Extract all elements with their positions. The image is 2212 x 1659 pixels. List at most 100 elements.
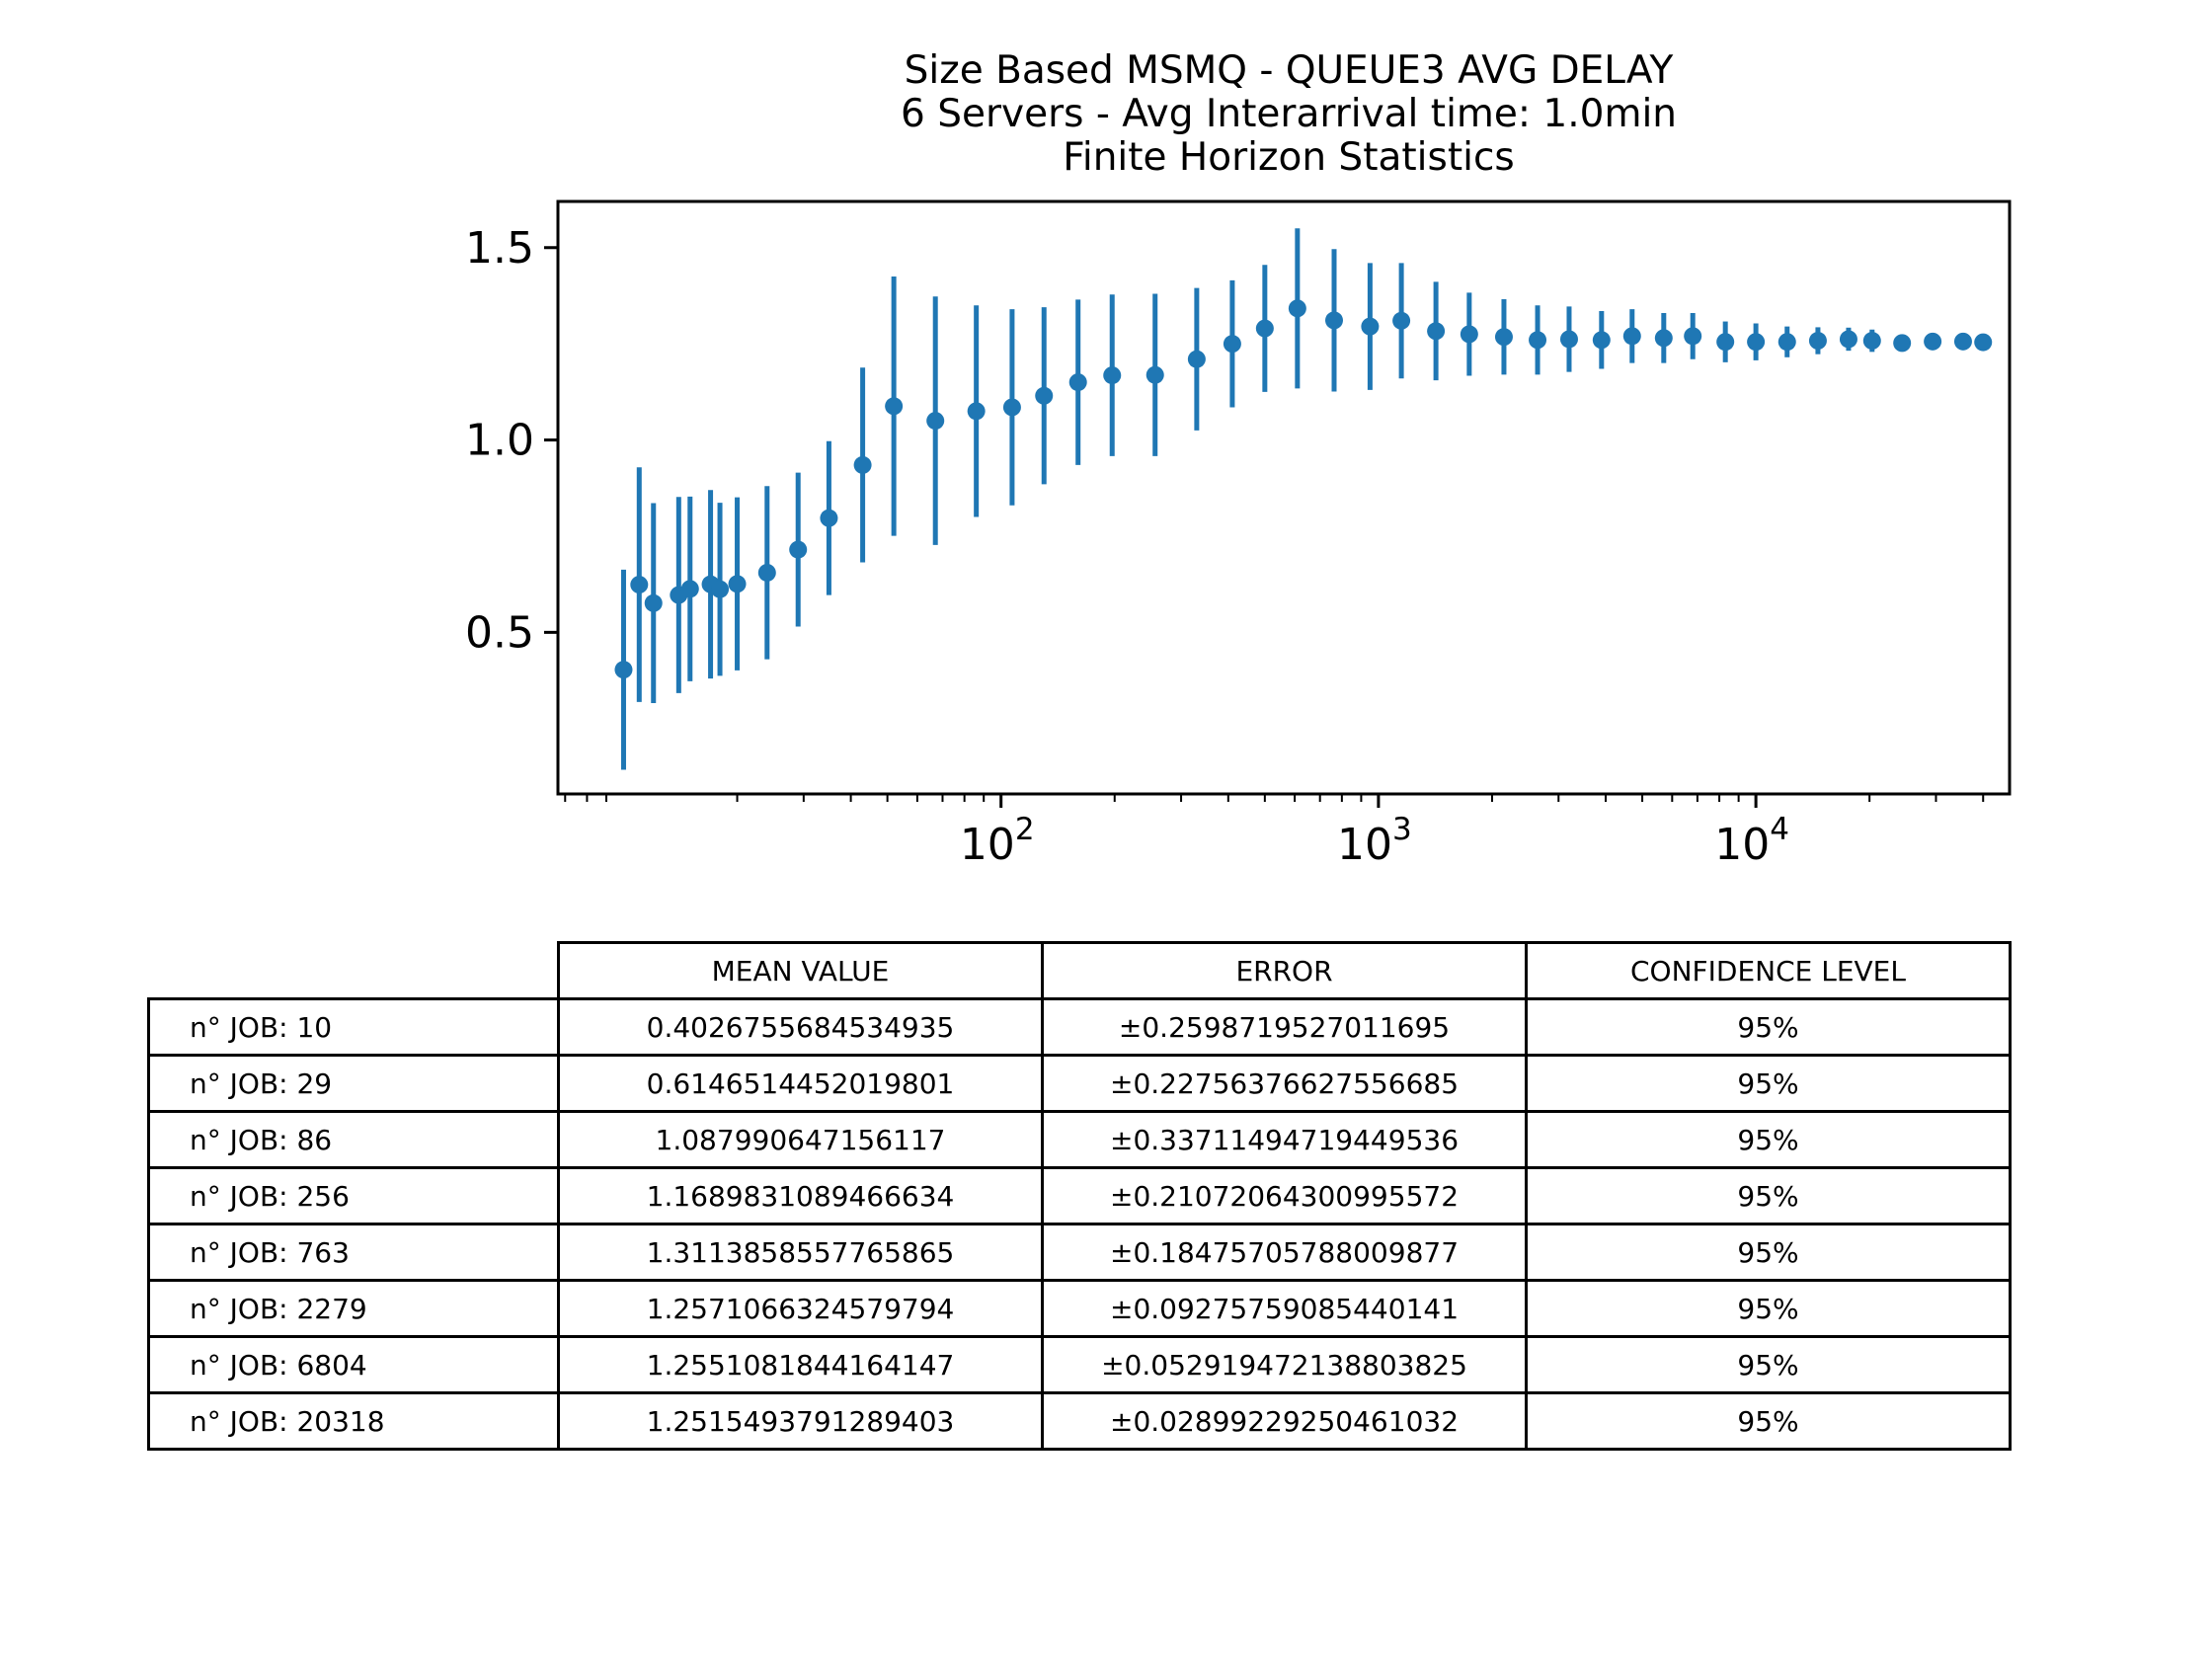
data-point xyxy=(1747,333,1766,352)
data-point xyxy=(1460,325,1478,344)
column-header-confidence: CONFIDENCE LEVEL xyxy=(1525,941,2012,1000)
confidence-cell: 95% xyxy=(1525,1110,2012,1169)
mean-value-cell: 1.3113858557765865 xyxy=(557,1223,1044,1282)
error-cell: ±0.2598719527011695 xyxy=(1041,997,1528,1057)
chart-title-line-1: Size Based MSMQ - QUEUE3 AVG DELAY xyxy=(905,48,1674,93)
table-row: n° JOB: 6804 1.2551081844164147 ±0.0529194… xyxy=(147,1335,2012,1394)
error-cell: ±0.18475705788009877 xyxy=(1041,1223,1528,1282)
x-tick-label: 104 xyxy=(1714,812,1789,870)
data-point xyxy=(1862,332,1881,351)
x-tick-label: 102 xyxy=(960,812,1035,870)
chart-title-line-2: 6 Servers - Avg Interarrival time: 1.0mi… xyxy=(901,92,1677,136)
data-point xyxy=(1103,366,1122,385)
data-point xyxy=(1893,334,1912,353)
table-row: n° JOB: 29 0.6146514452019801 ±0.227563766… xyxy=(147,1054,2012,1113)
data-point xyxy=(757,563,776,582)
table-header-row: MEAN VALUE ERROR CONFIDENCE LEVEL xyxy=(149,941,2012,1000)
table-row: n° JOB: 20318 1.2515493791289403 ±0.028992… xyxy=(147,1391,2012,1451)
data-point xyxy=(1187,350,1206,368)
data-point xyxy=(1146,365,1164,384)
confidence-cell: 95% xyxy=(1525,1279,2012,1338)
statistics-table: MEAN VALUE ERROR CONFIDENCE LEVEL n° JOB… xyxy=(147,941,2012,1451)
table-row: n° JOB: 10 0.4026755684534935 ±0.259871952… xyxy=(147,997,2012,1057)
error-cell: ±0.02899229250461032 xyxy=(1041,1391,1528,1451)
x-tick-exponent: 2 xyxy=(1015,812,1035,847)
mean-value-cell: 0.4026755684534935 xyxy=(557,997,1044,1057)
data-point xyxy=(1974,333,1993,352)
data-point xyxy=(853,455,872,474)
mean-value-cell: 1.087990647156117 xyxy=(557,1110,1044,1169)
row-label-cell: n° JOB: 6804 xyxy=(147,1335,560,1394)
error-cell: ±0.21072064300995572 xyxy=(1041,1166,1528,1225)
data-point xyxy=(885,397,904,416)
confidence-cell: 95% xyxy=(1525,1335,2012,1394)
table-body: n° JOB: 10 0.4026755684534935 ±0.259871952… xyxy=(147,997,2012,1451)
x-axis-ticks: 102 103 104 xyxy=(564,794,1985,870)
row-label-cell: n° JOB: 20318 xyxy=(147,1391,560,1451)
table-row: n° JOB: 763 1.3113858557765865 ±0.18475705… xyxy=(147,1223,2012,1282)
data-point xyxy=(1592,331,1611,350)
mean-value-cell: 1.2551081844164147 xyxy=(557,1335,1044,1394)
data-point xyxy=(967,402,986,421)
confidence-cell: 95% xyxy=(1525,1166,2012,1225)
row-label-cell: n° JOB: 86 xyxy=(147,1110,560,1169)
confidence-cell: 95% xyxy=(1525,1391,2012,1451)
data-point xyxy=(1716,333,1735,352)
plot-frame xyxy=(556,199,2012,796)
plot-marks xyxy=(614,228,1993,770)
data-point xyxy=(1392,311,1411,330)
confidence-cell: 95% xyxy=(1525,1223,2012,1282)
error-cell: ±0.09275759085440141 xyxy=(1041,1279,1528,1338)
data-point xyxy=(614,661,633,679)
row-label-cell: n° JOB: 29 xyxy=(147,1054,560,1113)
x-tick-label: 103 xyxy=(1337,812,1412,870)
y-axis-ticks: 0.5 1.0 1.5 xyxy=(465,223,558,658)
data-point xyxy=(1068,373,1087,392)
data-point xyxy=(1223,335,1241,354)
table-row: n° JOB: 86 1.087990647156117 ±0.3371149471… xyxy=(147,1110,2012,1169)
row-label-cell: n° JOB: 256 xyxy=(147,1166,560,1225)
data-point xyxy=(1002,398,1021,417)
row-label-cell: n° JOB: 2279 xyxy=(147,1279,560,1338)
mean-value-cell: 0.6146514452019801 xyxy=(557,1054,1044,1113)
data-point xyxy=(1778,333,1796,352)
data-point xyxy=(1325,311,1344,330)
chart-title-line-3: Finite Horizon Statistics xyxy=(1063,135,1514,180)
error-cell: ±0.052919472138803825 xyxy=(1041,1335,1528,1394)
row-label-cell: n° JOB: 763 xyxy=(147,1223,560,1282)
x-tick-base: 10 xyxy=(1714,820,1770,870)
row-label-cell: n° JOB: 10 xyxy=(147,997,560,1057)
table-corner-cell xyxy=(149,943,559,999)
mean-value-cell: 1.1689831089466634 xyxy=(557,1166,1044,1225)
data-point xyxy=(644,593,663,612)
data-point xyxy=(1839,330,1857,349)
data-point xyxy=(1035,386,1054,405)
data-point xyxy=(1684,327,1702,346)
column-header-error: ERROR xyxy=(1041,941,1528,1000)
data-point xyxy=(630,576,649,594)
mean-value-cell: 1.2515493791289403 xyxy=(557,1391,1044,1451)
data-point xyxy=(1953,332,1972,351)
data-point xyxy=(1622,327,1641,346)
column-header-mean: MEAN VALUE xyxy=(557,941,1044,1000)
confidence-cell: 95% xyxy=(1525,997,2012,1057)
data-point xyxy=(1808,332,1827,351)
y-tick-label: 1.0 xyxy=(465,416,534,466)
y-tick-label: 0.5 xyxy=(465,607,534,658)
data-point xyxy=(820,509,838,527)
data-point xyxy=(680,580,699,598)
x-tick-base: 10 xyxy=(1337,820,1392,870)
data-point xyxy=(1924,332,1942,351)
table-row: n° JOB: 2279 1.2571066324579794 ±0.0927575… xyxy=(147,1279,2012,1338)
data-point xyxy=(1559,330,1578,349)
data-point xyxy=(1255,319,1274,338)
error-cell: ±0.33711494719449536 xyxy=(1041,1110,1528,1169)
data-point xyxy=(926,412,945,431)
data-point xyxy=(711,580,730,598)
x-tick-exponent: 3 xyxy=(1392,812,1412,847)
x-tick-base: 10 xyxy=(960,820,1015,870)
data-point xyxy=(1654,329,1673,348)
data-point xyxy=(728,575,747,593)
y-tick-label: 1.5 xyxy=(465,223,534,274)
